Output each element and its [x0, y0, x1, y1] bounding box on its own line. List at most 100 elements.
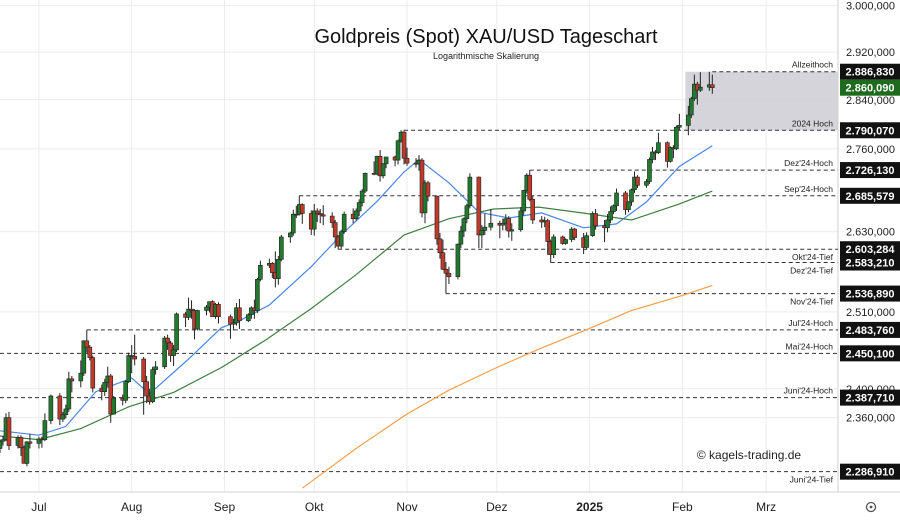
- price-label-text: 2.790,070: [846, 125, 895, 137]
- candle: [165, 334, 170, 350]
- candle: [479, 225, 485, 249]
- candle-body-up: [686, 114, 691, 126]
- candle: [186, 297, 191, 321]
- candle: [42, 413, 48, 442]
- candle: [383, 156, 389, 169]
- candle-body-up: [288, 232, 293, 238]
- candle-body-up: [174, 313, 179, 351]
- candle-body-up: [338, 231, 344, 247]
- price-labels: 2.886,830 2.860,090 2.790,070 2.726,130 2.68…: [840, 63, 900, 480]
- price-label-text: 2.685,579: [846, 191, 895, 203]
- price-label: 2.726,130: [840, 162, 900, 179]
- level-label: Dez'24-Tief: [790, 266, 834, 276]
- candle: [132, 334, 137, 366]
- candle-body-down: [165, 337, 170, 344]
- candle-body-up: [488, 222, 494, 228]
- x-tick-label: 2025: [576, 500, 603, 514]
- moving-averages: [0, 145, 713, 489]
- candle: [63, 404, 69, 419]
- candle-body-up: [356, 202, 362, 212]
- candle-body-down: [545, 220, 550, 242]
- candle-body-up: [608, 211, 613, 221]
- candle: [677, 113, 682, 131]
- candle: [623, 191, 628, 215]
- price-label-box: [840, 63, 900, 80]
- candle-body-up: [126, 355, 131, 382]
- price-label-text: 2.450,100: [846, 348, 895, 360]
- candle: [123, 380, 128, 404]
- candle-body-down: [216, 304, 221, 317]
- candle-body-down: [141, 358, 146, 382]
- candle-body-down: [329, 215, 335, 223]
- candle: [279, 234, 284, 262]
- candle: [551, 234, 556, 259]
- price-label: 2.286,910: [840, 463, 900, 480]
- candle-body-up: [290, 213, 296, 234]
- candle-body-up: [0, 440, 3, 449]
- candle-body-down: [593, 213, 598, 227]
- price-label-text: 2.387,710: [846, 393, 895, 405]
- candle-body-down: [270, 263, 275, 273]
- price-label-text: 2.286,910: [846, 467, 895, 479]
- candle-body-down: [506, 218, 512, 232]
- candle-body-up: [63, 408, 69, 416]
- candle-body-down: [314, 210, 320, 214]
- candle-body-down: [446, 273, 452, 277]
- candle: [692, 74, 697, 102]
- candle-body-down: [6, 417, 12, 446]
- candle-body-down: [332, 222, 338, 238]
- candle: [437, 233, 443, 259]
- candle-body-down: [401, 131, 407, 159]
- candle: [18, 435, 24, 456]
- candle: [126, 352, 131, 384]
- candle-body-up: [48, 395, 54, 421]
- candle-body-up: [395, 140, 401, 161]
- price-label: 2.860,090: [840, 79, 900, 96]
- candle-body-down: [404, 157, 410, 164]
- candle: [440, 239, 446, 270]
- candle-body-up: [362, 172, 368, 192]
- level-label: Nov'24-Tief: [790, 297, 834, 307]
- candle: [629, 188, 634, 206]
- candle-body-down: [437, 238, 443, 254]
- candle: [709, 74, 715, 94]
- candle: [0, 435, 6, 446]
- candle: [698, 72, 703, 92]
- candle-body-up: [195, 310, 200, 330]
- candle-body-down: [228, 316, 233, 325]
- candle: [90, 355, 96, 393]
- candle-body-up: [60, 414, 66, 420]
- candle: [530, 196, 536, 224]
- price-label-box: [840, 187, 900, 204]
- candle: [527, 170, 533, 202]
- candle: [102, 378, 108, 396]
- candle-body-up: [584, 235, 589, 248]
- candle-body-up: [422, 182, 428, 214]
- candle: [359, 189, 365, 207]
- candle-body-down: [527, 174, 533, 200]
- y-tick-label: 2.630,000: [846, 227, 895, 239]
- price-label: 2.387,710: [840, 389, 900, 406]
- candle: [332, 219, 338, 249]
- settings-button[interactable]: [865, 501, 877, 513]
- price-label-box: [840, 254, 900, 271]
- candle: [521, 189, 527, 216]
- candle: [404, 147, 410, 166]
- candle: [320, 205, 326, 226]
- candle-body-down: [84, 340, 90, 348]
- candle-body-down: [168, 342, 173, 356]
- candle-body-down: [434, 195, 440, 240]
- candle: [249, 306, 254, 319]
- candle-body-down: [57, 395, 63, 420]
- candle-body-up: [479, 230, 485, 236]
- candle: [656, 132, 661, 154]
- candle-body-up: [249, 307, 254, 315]
- candle-body-down: [108, 375, 114, 415]
- price-label: 2.886,830: [840, 63, 900, 80]
- candle: [467, 173, 473, 209]
- price-label-box: [840, 162, 900, 179]
- candle-body-down: [69, 378, 75, 382]
- candle-body-up: [102, 382, 108, 392]
- candle-body-up: [0, 439, 6, 442]
- price-label-text: 2.483,760: [846, 325, 895, 337]
